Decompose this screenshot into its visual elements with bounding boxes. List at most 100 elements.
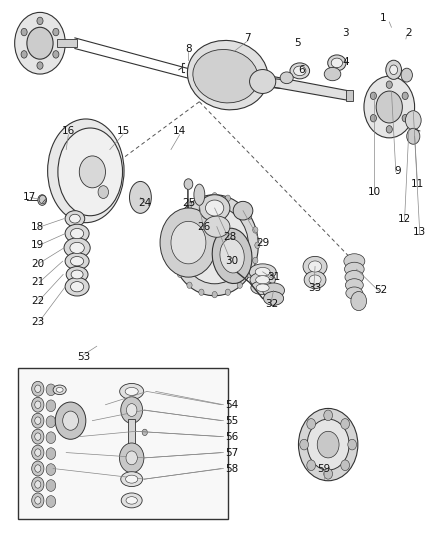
Bar xyxy=(128,419,135,445)
Circle shape xyxy=(32,413,44,428)
Circle shape xyxy=(32,429,44,444)
Ellipse shape xyxy=(303,256,327,277)
Ellipse shape xyxy=(194,184,205,205)
Circle shape xyxy=(35,465,41,472)
Ellipse shape xyxy=(48,119,124,223)
Circle shape xyxy=(253,257,258,264)
Ellipse shape xyxy=(250,272,276,287)
Ellipse shape xyxy=(205,200,224,216)
Circle shape xyxy=(38,195,46,205)
Circle shape xyxy=(35,449,41,456)
Circle shape xyxy=(35,385,41,392)
Text: 12: 12 xyxy=(398,214,411,224)
Ellipse shape xyxy=(344,254,365,269)
Circle shape xyxy=(21,51,27,58)
Circle shape xyxy=(46,416,56,427)
Circle shape xyxy=(35,417,41,424)
Circle shape xyxy=(46,496,56,507)
Ellipse shape xyxy=(70,214,80,223)
Ellipse shape xyxy=(71,281,84,292)
Ellipse shape xyxy=(346,279,363,292)
Ellipse shape xyxy=(263,283,285,298)
Ellipse shape xyxy=(233,201,253,220)
Circle shape xyxy=(386,60,402,79)
Circle shape xyxy=(184,179,193,189)
Ellipse shape xyxy=(125,387,138,395)
Text: 9: 9 xyxy=(395,166,401,176)
Text: 21: 21 xyxy=(31,278,44,287)
Ellipse shape xyxy=(199,195,230,221)
Circle shape xyxy=(406,111,421,130)
Ellipse shape xyxy=(121,493,142,508)
Ellipse shape xyxy=(58,128,123,216)
Circle shape xyxy=(98,185,109,198)
Circle shape xyxy=(53,28,59,36)
Text: 7: 7 xyxy=(244,33,251,43)
Circle shape xyxy=(225,289,230,295)
Circle shape xyxy=(35,401,41,408)
Circle shape xyxy=(386,126,392,133)
Ellipse shape xyxy=(65,224,89,243)
Circle shape xyxy=(225,195,230,201)
Circle shape xyxy=(324,469,332,479)
Text: 2: 2 xyxy=(406,28,412,38)
Ellipse shape xyxy=(212,228,252,284)
Ellipse shape xyxy=(130,181,151,213)
Text: 25: 25 xyxy=(182,198,195,208)
Circle shape xyxy=(171,257,177,264)
Text: 31: 31 xyxy=(267,272,280,282)
Ellipse shape xyxy=(331,58,343,68)
Circle shape xyxy=(307,418,315,429)
Text: 19: 19 xyxy=(31,240,44,250)
Ellipse shape xyxy=(293,66,306,76)
Circle shape xyxy=(46,400,56,411)
Circle shape xyxy=(402,92,408,100)
Ellipse shape xyxy=(345,262,364,276)
Circle shape xyxy=(46,432,56,443)
Circle shape xyxy=(298,408,358,481)
Polygon shape xyxy=(272,76,350,101)
Circle shape xyxy=(121,397,143,423)
Circle shape xyxy=(364,76,415,138)
Circle shape xyxy=(341,460,350,471)
Circle shape xyxy=(46,448,56,459)
Text: 33: 33 xyxy=(308,283,321,293)
Circle shape xyxy=(177,271,183,278)
Circle shape xyxy=(53,51,59,58)
Text: 3: 3 xyxy=(343,28,349,38)
Ellipse shape xyxy=(193,50,258,103)
Ellipse shape xyxy=(280,72,293,84)
Circle shape xyxy=(32,461,44,476)
Ellipse shape xyxy=(171,195,258,296)
Ellipse shape xyxy=(309,275,321,285)
Circle shape xyxy=(187,282,192,288)
Circle shape xyxy=(386,81,392,88)
Circle shape xyxy=(390,65,398,75)
Circle shape xyxy=(35,481,41,488)
Ellipse shape xyxy=(346,287,363,299)
Circle shape xyxy=(120,443,144,473)
Text: 26: 26 xyxy=(197,222,210,232)
Circle shape xyxy=(199,289,204,295)
Circle shape xyxy=(14,12,65,74)
Text: 13: 13 xyxy=(413,227,427,237)
Circle shape xyxy=(212,292,217,298)
Text: 5: 5 xyxy=(294,38,301,48)
Circle shape xyxy=(37,17,43,25)
Circle shape xyxy=(253,227,258,233)
Ellipse shape xyxy=(71,270,83,279)
Ellipse shape xyxy=(308,261,321,272)
Circle shape xyxy=(348,439,357,450)
Text: 54: 54 xyxy=(226,400,239,410)
Text: 23: 23 xyxy=(31,317,44,327)
Ellipse shape xyxy=(181,207,248,284)
Circle shape xyxy=(21,28,27,36)
Circle shape xyxy=(171,221,206,264)
Text: 20: 20 xyxy=(31,259,44,269)
Circle shape xyxy=(199,195,204,201)
Circle shape xyxy=(171,227,177,233)
Text: 53: 53 xyxy=(77,352,90,362)
Text: 57: 57 xyxy=(226,448,239,457)
Circle shape xyxy=(46,464,56,475)
Circle shape xyxy=(32,445,44,460)
